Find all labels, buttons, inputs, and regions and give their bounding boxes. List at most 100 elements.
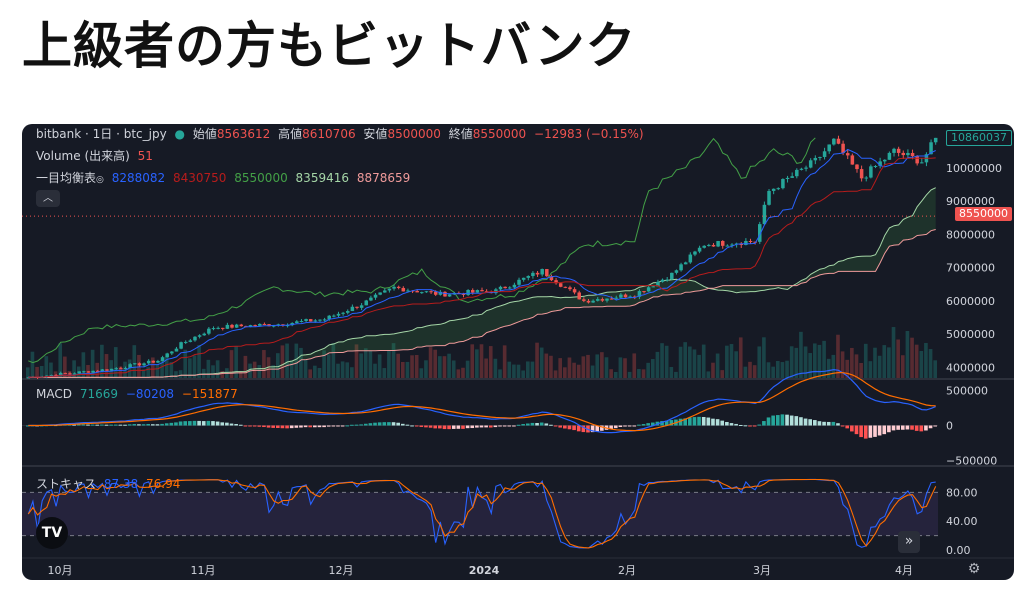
candle-body [447,294,452,297]
double-chevron-right-icon[interactable]: » [898,531,920,553]
volume-bar [905,331,910,378]
volume-bar [826,358,831,378]
candle-body [790,176,794,178]
chevron-up-icon[interactable]: ︿ [36,190,60,207]
volume-bar [683,342,688,378]
candle-body [906,152,910,156]
volume-bar [229,350,234,378]
macd-histogram-bar [257,425,262,427]
volume-legend[interactable]: Volume (出来高) 51 [36,147,157,164]
volume-bar [715,353,720,378]
ichimoku-span-b-line [28,229,936,378]
volume-bar [544,353,549,378]
time-axis-label: 2月 [618,564,636,577]
macd-histogram-bar [775,415,780,426]
time-axis-label: 12月 [329,564,354,577]
stoch-legend[interactable]: ストキャス 87.38 76.94 [36,475,184,492]
volume-bar [785,360,789,378]
chart-canvas[interactable]: 10000000 9000000 8000000 7000000 6000000 5000… [22,124,1014,580]
candle-body [105,369,109,371]
price-axis-label: 8000000 [946,228,995,241]
macd-histogram-bar [887,425,891,433]
volume-bar [799,331,803,378]
macd-histogram-bar [919,425,924,432]
macd-histogram-bar [914,425,919,431]
candle-body [119,368,123,370]
candle-body [623,294,628,298]
macd-histogram-bar [600,425,604,431]
macd-histogram-bar [243,425,248,427]
macd-histogram-bar [771,415,775,426]
candle-body [359,305,364,308]
macd-hist-value: −151877 [181,387,238,401]
volume-bar [734,351,738,378]
volume-bar [803,346,808,378]
volume-bar [539,347,544,378]
candle-body [202,333,206,336]
macd-histogram-bar [609,425,613,430]
volume-bar [637,369,641,378]
volume-bar [326,354,331,378]
volume-bar [275,353,280,378]
candle-body [818,156,822,158]
macd-histogram-bar [590,425,595,433]
macd-histogram-bar [618,425,623,427]
volume-bar [789,346,794,378]
macd-histogram-bar [229,423,234,426]
macd-histogram-bar [340,425,345,427]
macd-histogram-bar [928,425,933,429]
candle-body [665,279,669,281]
volume-bar [442,356,447,378]
candle-body [660,279,665,282]
candle-body [77,371,81,374]
volume-bar [206,359,211,378]
candle-body [549,276,554,281]
macd-histogram-bar [701,416,706,426]
high-label: 高値 [278,127,303,141]
candle-body [438,291,443,295]
tradingview-chart-widget[interactable]: 10000000 9000000 8000000 7000000 6000000 5000… [22,124,1014,580]
macd-histogram-bar [863,425,868,439]
volume-bar [285,343,289,378]
candle-body [804,167,808,169]
macd-histogram-bar [451,425,456,429]
tradingview-logo-icon[interactable]: TV [36,517,68,549]
volume-bar [424,360,428,378]
symbol-label[interactable]: bitbank · 1日 · btc_jpy [36,127,167,141]
volume-bar [549,355,553,378]
candle-body [179,342,183,349]
candle-body [887,152,892,160]
volume-bar [169,362,174,378]
macd-histogram-bar [410,425,414,427]
macd-histogram-bar [433,425,438,429]
high-price-tag: 10860037 [946,130,1012,146]
macd-histogram-bar [502,425,507,427]
price-axis-label: 6000000 [946,295,995,308]
candle-body [609,298,614,300]
macd-histogram-bar [831,421,836,426]
candle-body [896,148,901,153]
candle-body [100,369,105,372]
ichimoku-legend[interactable]: 一目均衡表◎ 8288082 8430750 8550000 8359416 8… [36,169,414,186]
candle-body [614,297,619,299]
candle-body [262,323,267,325]
macd-histogram-bar [438,425,442,429]
macd-legend[interactable]: MACD 71669 −80208 −151877 [36,387,242,401]
macd-histogram-bar [150,424,155,426]
volume-bar [234,346,238,378]
gear-icon[interactable]: ⚙ [967,561,981,577]
candle-body [841,143,845,154]
candle-body [864,177,869,179]
macd-histogram-bar [854,425,859,435]
volume-label: Volume (出来高) [36,149,130,163]
candle-body [674,270,679,273]
macd-histogram-bar [549,424,553,426]
macd-histogram-bar [331,425,336,427]
candle-body [424,291,429,293]
volume-bar [646,362,650,378]
volume-bar [609,369,613,378]
volume-bar [845,359,850,378]
volume-bar [336,363,340,378]
volume-bar [201,368,206,378]
candle-body [95,370,100,372]
